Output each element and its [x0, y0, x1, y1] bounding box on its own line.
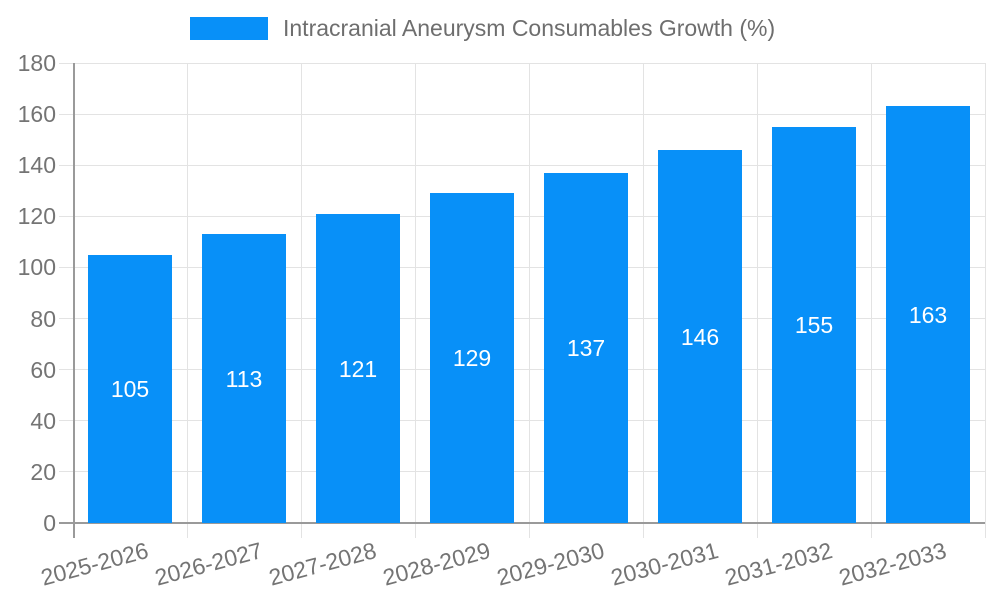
- chart-legend: Intracranial Aneurysm Consumables Growth…: [190, 15, 775, 41]
- bar: [88, 255, 172, 523]
- gridline-horizontal: [59, 113, 985, 115]
- gridline-horizontal: [59, 266, 985, 268]
- bar-value-label: 163: [908, 301, 948, 328]
- bar-value-label: 113: [225, 365, 263, 392]
- bar-value-label: 105: [110, 376, 150, 402]
- bar-value-label: 137: [566, 335, 606, 361]
- gridline-vertical: [642, 63, 644, 538]
- bar: [886, 106, 970, 523]
- gridline-horizontal: [59, 420, 985, 422]
- y-tick-label: 60: [30, 356, 56, 383]
- bar-value-label: 155: [794, 312, 834, 338]
- bar: [772, 127, 856, 523]
- y-tick-label: 80: [30, 305, 56, 332]
- y-tick-label: 20: [30, 458, 56, 485]
- y-tick-label: 100: [17, 254, 56, 281]
- y-tick-label: 160: [17, 101, 56, 128]
- y-tick-label: 180: [17, 50, 56, 76]
- gridline-vertical: [870, 63, 872, 538]
- gridline-vertical: [984, 63, 986, 538]
- gridline-horizontal: [59, 62, 985, 64]
- y-axis-line: [73, 63, 75, 538]
- bar-value-label: 146: [680, 323, 720, 350]
- gridline-vertical: [186, 63, 188, 538]
- plot-area: 105 113 121 129 137 146 155 163: [59, 62, 986, 538]
- y-tick-label: 120: [17, 203, 56, 230]
- gridline-vertical: [756, 63, 758, 538]
- bar: [544, 173, 628, 523]
- x-axis-line: [59, 522, 985, 524]
- gridline-vertical: [528, 63, 530, 538]
- gridline-horizontal: [59, 318, 985, 320]
- gridline-vertical: [414, 63, 416, 538]
- gridline-horizontal: [59, 369, 985, 371]
- legend-swatch: [190, 16, 268, 40]
- y-tick-label: 40: [30, 407, 56, 434]
- gridline-vertical: [300, 63, 302, 538]
- bar-value-label: 129: [452, 345, 492, 371]
- gridline-horizontal: [59, 471, 985, 473]
- y-tick-label: 140: [17, 152, 56, 179]
- gridline-horizontal: [59, 164, 985, 166]
- gridline-horizontal: [59, 215, 985, 217]
- bar-value-label: 121: [338, 355, 378, 382]
- bar: [658, 150, 742, 523]
- y-tick-label: 0: [43, 510, 56, 536]
- legend-label: Intracranial Aneurysm Consumables Growth…: [283, 15, 776, 41]
- bar: [202, 234, 286, 523]
- bar: [430, 193, 514, 523]
- bar: [316, 214, 400, 523]
